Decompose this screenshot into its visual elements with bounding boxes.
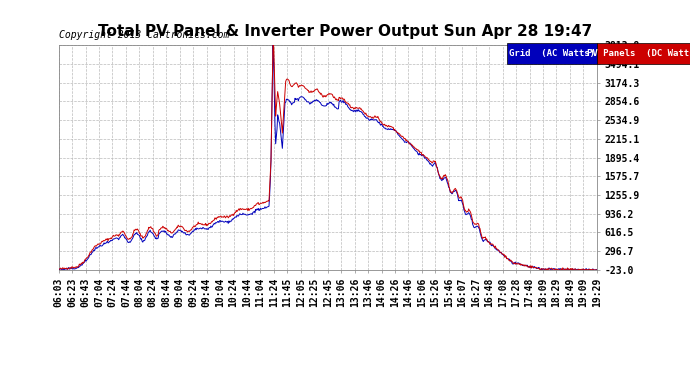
Text: PV Panels  (DC Watts): PV Panels (DC Watts) <box>587 49 690 58</box>
Text: Total PV Panel & Inverter Power Output Sun Apr 28 19:47: Total PV Panel & Inverter Power Output S… <box>98 24 592 39</box>
Text: Copyright 2013 Cartronics.com: Copyright 2013 Cartronics.com <box>59 30 229 40</box>
Text: Grid  (AC Watts): Grid (AC Watts) <box>509 49 595 58</box>
